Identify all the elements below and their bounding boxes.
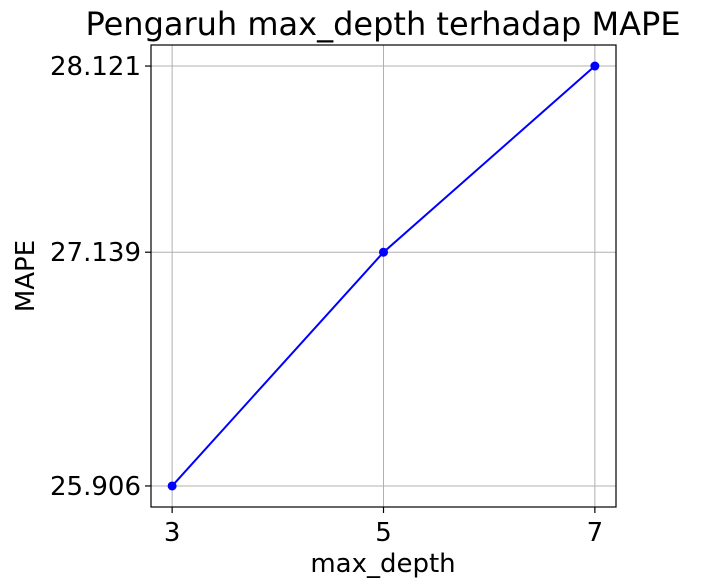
data-point [379,247,388,257]
data-point [590,61,600,71]
x-tick-label: 7 [587,518,604,548]
y-tick-label: 27.139 [50,238,141,268]
x-tick-label: 5 [375,518,392,548]
x-tick-label: 3 [164,518,181,548]
y-tick-label: 25.906 [50,472,141,502]
data-point [167,481,177,491]
chart-title: Pengaruh max_depth terhadap MAPE [85,5,680,43]
series-layer [167,61,600,491]
x-axis-label: max_depth [310,549,455,579]
y-tick-label: 28.121 [50,52,141,82]
grid-lines [151,45,616,507]
axis-ticks: 3 5 7 25.906 27.139 28.121 [50,52,603,548]
y-axis-label: MAPE [11,240,41,312]
